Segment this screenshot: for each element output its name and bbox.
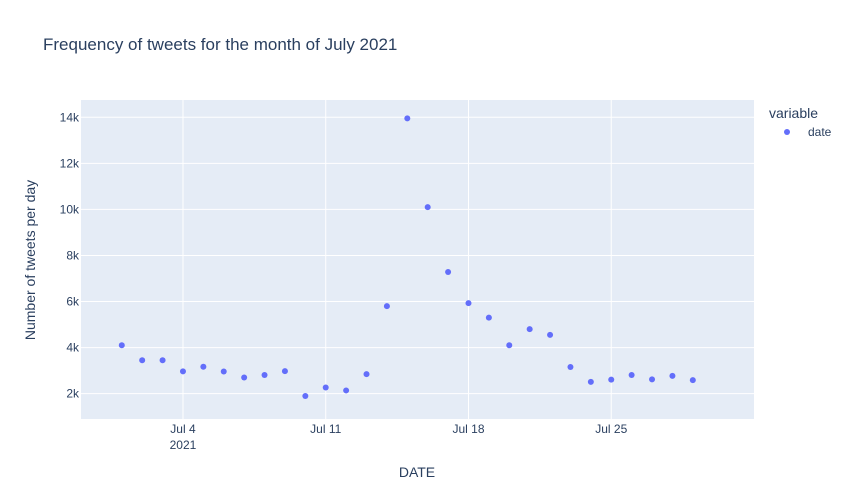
- legend-title: variable: [769, 105, 818, 121]
- y-tick-label: 14k: [60, 110, 80, 124]
- data-point[interactable]: [343, 387, 350, 394]
- data-point[interactable]: [281, 368, 288, 375]
- x-axis-title: DATE: [399, 464, 435, 480]
- data-point[interactable]: [445, 269, 452, 276]
- data-point[interactable]: [608, 376, 615, 383]
- data-point[interactable]: [139, 357, 146, 364]
- y-axis-title: Number of tweets per day: [22, 180, 38, 340]
- data-point[interactable]: [220, 368, 227, 375]
- data-point[interactable]: [118, 342, 125, 349]
- data-points: [118, 115, 696, 399]
- data-point[interactable]: [485, 314, 492, 321]
- legend-marker[interactable]: [784, 129, 790, 135]
- y-tick-label: 4k: [66, 341, 80, 355]
- x-axis-ticks: Jul 4 2021 Jul 11 Jul 18 Jul 25: [170, 422, 628, 452]
- x-tick-year-label: 2021: [170, 438, 197, 452]
- data-point[interactable]: [526, 326, 533, 333]
- data-point[interactable]: [587, 378, 594, 385]
- y-axis-ticks: 2k 4k 6k 8k 10k 12k 14k: [60, 110, 80, 400]
- data-point[interactable]: [506, 342, 513, 349]
- data-point[interactable]: [547, 331, 554, 338]
- x-tick-label: Jul 18: [452, 422, 484, 436]
- y-tick-label: 6k: [66, 295, 80, 309]
- grid-lines: [81, 100, 754, 419]
- y-tick-label: 10k: [60, 202, 80, 216]
- x-tick-label: Jul 4: [170, 422, 196, 436]
- data-point[interactable]: [465, 300, 472, 307]
- data-point[interactable]: [689, 377, 696, 384]
- y-tick-label: 8k: [66, 248, 80, 262]
- legend-items[interactable]: date: [784, 125, 832, 139]
- legend-label[interactable]: date: [808, 125, 832, 139]
- data-point[interactable]: [200, 363, 207, 370]
- data-point[interactable]: [649, 376, 656, 383]
- data-point[interactable]: [363, 371, 370, 378]
- data-point[interactable]: [669, 372, 676, 379]
- x-tick-label: Jul 11: [310, 422, 341, 436]
- data-point[interactable]: [302, 392, 309, 399]
- legend[interactable]: variable date: [769, 105, 832, 139]
- data-point[interactable]: [383, 303, 390, 310]
- y-tick-label: 2k: [66, 387, 80, 401]
- data-point[interactable]: [261, 372, 268, 379]
- y-tick-label: 12k: [60, 156, 80, 170]
- data-point[interactable]: [179, 368, 186, 375]
- data-point[interactable]: [404, 115, 411, 122]
- data-point[interactable]: [322, 384, 329, 391]
- data-point[interactable]: [628, 372, 635, 379]
- data-point[interactable]: [567, 363, 574, 370]
- plot-area: [81, 100, 754, 419]
- chart-title: Frequency of tweets for the month of Jul…: [43, 35, 397, 54]
- data-point[interactable]: [424, 204, 431, 211]
- x-tick-label: Jul 25: [595, 422, 627, 436]
- data-point[interactable]: [241, 374, 248, 381]
- data-point[interactable]: [159, 357, 166, 364]
